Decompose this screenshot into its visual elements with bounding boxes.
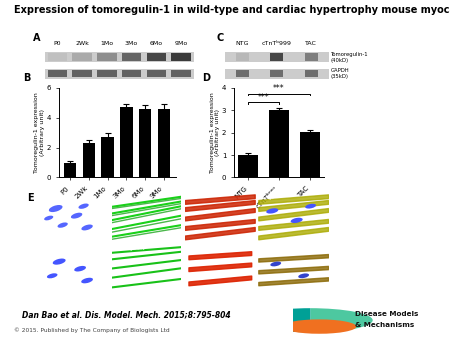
Bar: [122, 53, 141, 61]
Text: & Mechanisms: & Mechanisms: [355, 322, 414, 329]
Text: cTnTᵇ999: cTnTᵇ999: [262, 41, 292, 46]
Bar: [270, 70, 284, 77]
Text: Tomoregulin-1: Tomoregulin-1: [114, 247, 144, 251]
Text: Actin: Actin: [187, 196, 198, 200]
Bar: [45, 69, 193, 78]
Bar: [48, 70, 67, 77]
Text: DAPI: DAPI: [40, 247, 50, 251]
Bar: [235, 53, 249, 61]
Ellipse shape: [81, 224, 93, 231]
Bar: [64, 163, 76, 177]
Ellipse shape: [266, 208, 278, 214]
Ellipse shape: [47, 273, 58, 278]
Text: NTG: NTG: [235, 41, 249, 46]
Text: DAPI: DAPI: [40, 196, 50, 200]
Ellipse shape: [44, 216, 53, 220]
Y-axis label: Tomoregulin-1 expression
(Arbitrary unit): Tomoregulin-1 expression (Arbitrary unit…: [210, 92, 220, 173]
Bar: [269, 110, 289, 177]
Text: 6Mo: 6Mo: [150, 41, 163, 46]
Wedge shape: [282, 319, 356, 334]
Ellipse shape: [305, 204, 316, 209]
Text: © 2015. Published by The Company of Biologists Ltd: © 2015. Published by The Company of Biol…: [14, 327, 169, 333]
Bar: [72, 53, 92, 61]
Ellipse shape: [291, 218, 303, 223]
Text: Vimentin: Vimentin: [187, 247, 207, 251]
Bar: [300, 131, 320, 177]
Bar: [48, 53, 67, 61]
Ellipse shape: [270, 262, 281, 266]
Bar: [101, 137, 114, 177]
Ellipse shape: [78, 203, 89, 209]
Bar: [45, 52, 193, 62]
Ellipse shape: [53, 259, 66, 265]
Text: ***: ***: [273, 84, 285, 94]
Ellipse shape: [74, 266, 86, 271]
Ellipse shape: [81, 278, 93, 283]
Text: merge: merge: [261, 196, 274, 200]
Text: GAPDH
(35kD): GAPDH (35kD): [331, 68, 349, 79]
Text: 3Mo: 3Mo: [125, 41, 138, 46]
Bar: [72, 70, 92, 77]
Text: 2Wk: 2Wk: [75, 41, 89, 46]
Bar: [171, 70, 191, 77]
Text: 9Mo: 9Mo: [175, 41, 188, 46]
Bar: [235, 70, 249, 77]
Bar: [171, 53, 191, 61]
Ellipse shape: [58, 222, 68, 228]
Bar: [158, 109, 170, 177]
Text: P0: P0: [54, 41, 61, 46]
Bar: [122, 70, 141, 77]
Bar: [83, 143, 95, 177]
Text: C: C: [217, 33, 224, 43]
Bar: [139, 109, 151, 177]
Text: Dan Bao et al. Dis. Model. Mech. 2015;8:795-804: Dan Bao et al. Dis. Model. Mech. 2015;8:…: [22, 310, 231, 319]
Bar: [225, 69, 328, 78]
Text: Tomoregulin-1/HT: Tomoregulin-1/HT: [114, 196, 152, 200]
Text: merge: merge: [261, 247, 274, 251]
Bar: [225, 52, 328, 62]
Bar: [147, 53, 166, 61]
Text: Disease Models: Disease Models: [355, 311, 418, 317]
Bar: [147, 70, 166, 77]
Text: A: A: [33, 33, 40, 43]
Y-axis label: Tomoregulin-1 expression
(Arbitrary unit): Tomoregulin-1 expression (Arbitrary unit…: [34, 92, 45, 173]
Bar: [305, 70, 318, 77]
Text: E: E: [27, 193, 34, 203]
Ellipse shape: [71, 213, 82, 219]
Ellipse shape: [298, 273, 309, 278]
Text: D: D: [202, 73, 211, 82]
Ellipse shape: [49, 205, 63, 212]
Bar: [120, 107, 133, 177]
Wedge shape: [248, 308, 310, 332]
Text: TAC: TAC: [305, 41, 317, 46]
Text: 1Mo: 1Mo: [100, 41, 113, 46]
Text: B: B: [23, 73, 31, 82]
Bar: [97, 53, 117, 61]
Bar: [270, 53, 284, 61]
Bar: [97, 70, 117, 77]
Wedge shape: [310, 308, 373, 332]
Text: Tomoregulin-1
(40kD): Tomoregulin-1 (40kD): [331, 52, 368, 63]
Bar: [238, 155, 258, 177]
Bar: [305, 53, 318, 61]
Text: Expression of tomoregulin-1 in wild-type and cardiac hypertrophy mouse myocardiu: Expression of tomoregulin-1 in wild-type…: [14, 5, 450, 15]
Text: ***: ***: [258, 93, 270, 102]
